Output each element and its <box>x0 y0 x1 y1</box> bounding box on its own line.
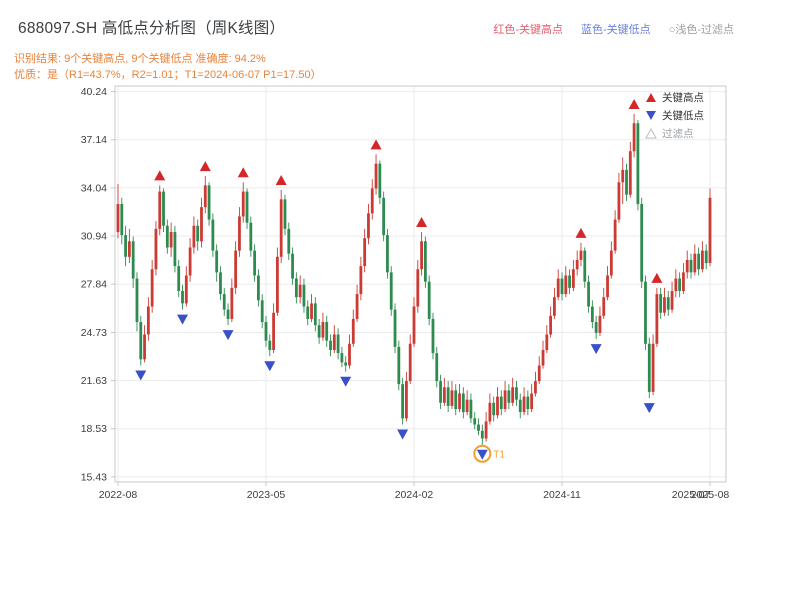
svg-text:21.63: 21.63 <box>81 375 107 387</box>
candles <box>116 113 712 445</box>
y-axis-labels: 15.43 18.53 21.63 24.73 27.84 30.94 34.04 37.14… <box>81 86 115 483</box>
svg-text:2022-08: 2022-08 <box>99 489 138 501</box>
svg-text:34.04: 34.04 <box>81 182 107 194</box>
x-axis-overlap-label: 2025-07 <box>672 489 711 501</box>
t1-label: T1 <box>493 450 505 461</box>
key-low-markers <box>135 314 655 460</box>
svg-text:30.94: 30.94 <box>81 231 107 243</box>
t1-marker: T1 <box>473 444 505 463</box>
svg-text:2025-08: 2025-08 <box>691 489 730 501</box>
top-legend-item-1: 蓝色-关键低点 <box>581 24 651 36</box>
svg-text:24.73: 24.73 <box>81 327 107 339</box>
page-title: 688097.SH 高低点分析图（周K线图） <box>18 20 286 37</box>
grid <box>115 86 726 482</box>
legend-label: 关键高点 <box>662 91 704 104</box>
top-legend: 红色-关键高点 蓝色-关键低点 ○浅色-过滤点 <box>493 21 734 37</box>
svg-text:18.53: 18.53 <box>81 423 107 435</box>
svg-text:15.43: 15.43 <box>81 471 107 483</box>
svg-text:27.84: 27.84 <box>81 279 107 291</box>
svg-text:2023-05: 2023-05 <box>247 489 286 501</box>
legend-label: 过滤点 <box>662 127 694 140</box>
plot-border <box>114 85 727 483</box>
legend-triangle-up-icon <box>646 93 656 102</box>
top-legend-item-2: ○浅色-过滤点 <box>668 24 734 36</box>
svg-text:40.24: 40.24 <box>81 86 107 98</box>
legend-triangle-hollow-icon <box>645 127 657 139</box>
x-axis-labels: 2022-08 2023-05 2024-02 2024-11 2025-082025-… <box>99 482 730 501</box>
legend-label: 关键低点 <box>662 109 704 122</box>
svg-text:2024-02: 2024-02 <box>395 489 434 501</box>
top-legend-item-0: 红色-关键高点 <box>493 24 564 36</box>
recognition-result-line: 识别结果: 9个关键高点, 9个关键低点 准确度: 94.2% <box>14 53 266 65</box>
quality-line: 优质：是（R1=43.7%，R2=1.01；T1=2024-06-07 P1=1… <box>14 69 322 81</box>
svg-text:37.14: 37.14 <box>81 134 107 146</box>
legend-triangle-down-icon <box>646 111 656 120</box>
key-high-markers <box>154 98 663 283</box>
svg-text:2024-11: 2024-11 <box>543 489 581 501</box>
